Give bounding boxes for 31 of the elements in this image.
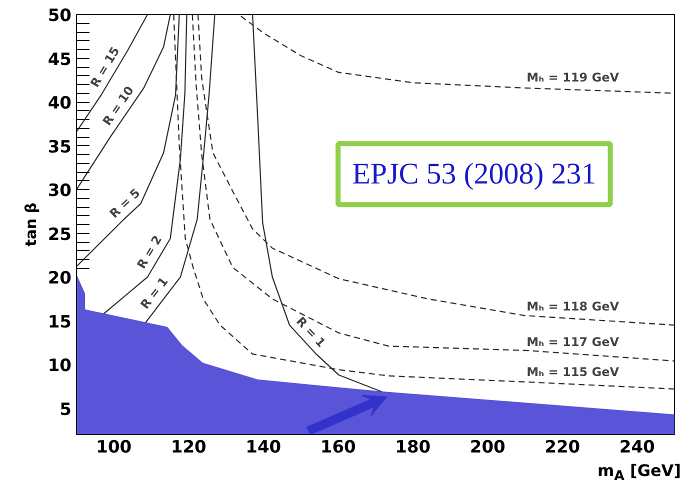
y-tick-label: 15 [48, 312, 72, 332]
y-tick-label: 45 [48, 50, 72, 70]
text: R = 5 [106, 186, 143, 221]
x-tick-label: 200 [470, 438, 506, 458]
y-tick-label: 25 [48, 224, 72, 245]
x-tick-label: 140 [246, 438, 282, 458]
text: R = 1 [294, 314, 328, 350]
y-tick-label: 30 [48, 181, 72, 201]
series-label: Mₕ = 115 GeV [526, 365, 620, 380]
text: R = 1 [138, 274, 171, 312]
line-series [76, 14, 171, 190]
y-tick-label: 40 [48, 94, 72, 114]
annotation: EPJC 53 (2008) 231 [352, 158, 596, 191]
y-tick-label: 20 [48, 268, 72, 288]
x-tick-label: 220 [544, 438, 580, 458]
series-label: Mₕ = 119 GeV [526, 70, 620, 85]
x-tick-label: 100 [96, 438, 132, 458]
x-tick-label: 240 [619, 438, 656, 458]
x-axis-title: m$_{A}$ [GeV] [597, 460, 680, 486]
series-label: Mₕ = 118 GeV [526, 300, 620, 314]
line-series [76, 14, 148, 132]
y-tick-label: 35 [48, 137, 72, 158]
x-tick-label: 120 [170, 438, 207, 458]
y-axis-title: tan β [22, 202, 40, 246]
y-tick-label: 50 [48, 6, 72, 26]
y-tick-label: 10 [48, 356, 72, 376]
x-tick-label: 160 [320, 438, 356, 458]
series-label: Mₕ = 117 GeV [526, 334, 620, 349]
x-tick-label: 180 [395, 438, 431, 458]
y-tick-label: 5 [60, 400, 72, 420]
text: R = 2 [134, 233, 165, 272]
